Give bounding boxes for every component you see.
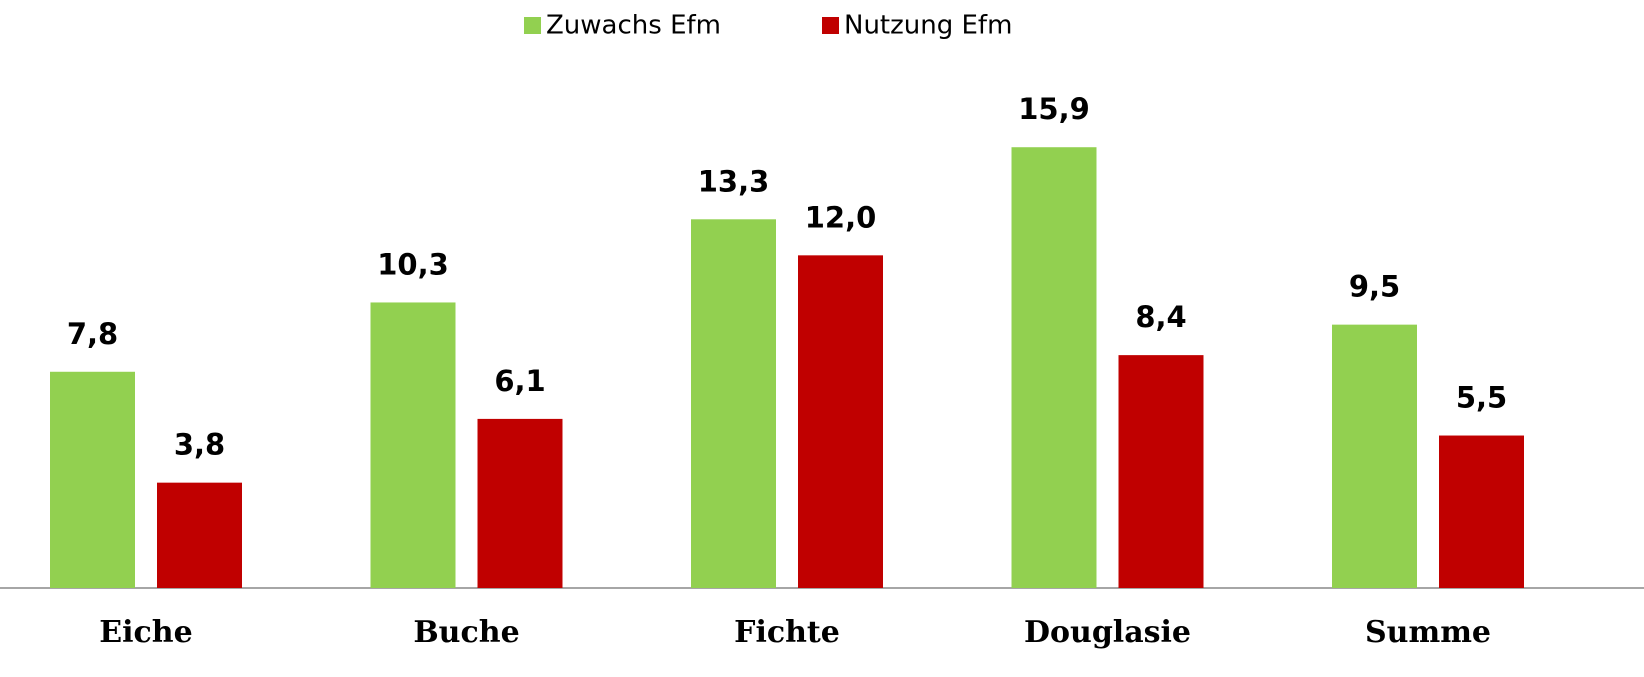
data-label: 5,5: [1456, 381, 1507, 415]
data-label: 15,9: [1018, 92, 1090, 126]
legend-label: Zuwachs Efm: [546, 11, 721, 41]
legend-swatch: [524, 17, 541, 34]
bar: [370, 302, 456, 588]
bar: [798, 255, 883, 589]
x-tick-label: Summe: [1365, 615, 1491, 650]
data-label: 7,8: [67, 317, 118, 351]
data-label: 12,0: [805, 200, 877, 234]
bar: [157, 482, 242, 588]
data-label: 8,4: [1135, 300, 1186, 334]
x-tick-label: Fichte: [734, 615, 840, 650]
data-label: 9,5: [1349, 270, 1400, 304]
bar: [50, 371, 135, 588]
bar: [1011, 147, 1097, 588]
legend-swatch: [822, 17, 839, 34]
data-label: 6,1: [494, 364, 545, 398]
bar: [691, 219, 776, 589]
bar: [1118, 355, 1204, 588]
data-label: 3,8: [174, 428, 225, 462]
bar: [1332, 324, 1417, 588]
x-tick-label: Douglasie: [1024, 615, 1191, 650]
x-tick-label: Buche: [413, 615, 519, 650]
bar: [477, 418, 563, 588]
bar: [1439, 435, 1524, 588]
data-label: 13,3: [698, 164, 770, 198]
data-label: 10,3: [377, 247, 449, 281]
legend-label: Nutzung Efm: [844, 11, 1012, 41]
x-tick-label: Eiche: [99, 615, 192, 650]
